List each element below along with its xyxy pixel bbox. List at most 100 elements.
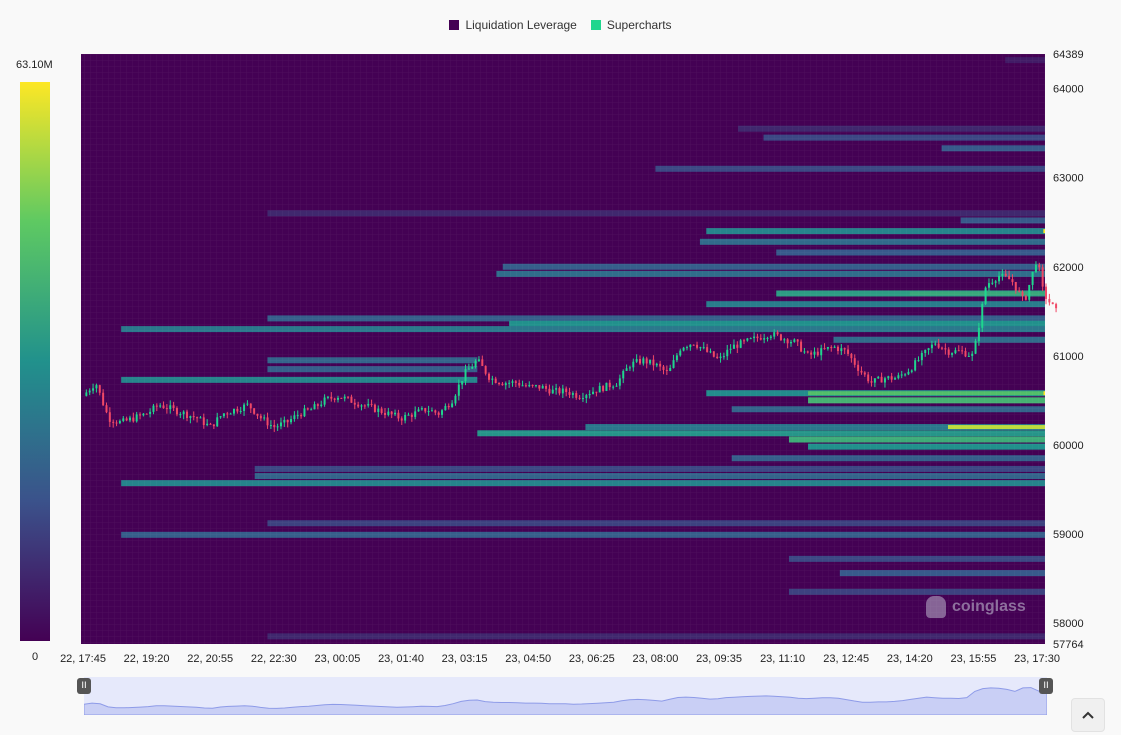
time-navigator[interactable] <box>84 677 1047 715</box>
candle-body <box>820 348 823 356</box>
candle-body <box>1055 304 1058 309</box>
candle-body <box>991 282 994 284</box>
candle-body <box>293 415 296 420</box>
candle-body <box>659 363 662 367</box>
candle-body <box>437 412 440 415</box>
candle-body <box>555 388 558 390</box>
candle-body <box>639 359 642 364</box>
candle-body <box>283 419 286 423</box>
candle-body <box>595 391 598 393</box>
x-tick-label: 23, 12:45 <box>823 653 869 665</box>
candle-body <box>394 412 397 415</box>
x-tick-label: 22, 20:55 <box>187 653 233 665</box>
x-axis: 22, 17:45 22, 19:20 22, 20:55 22, 22:30 23, … <box>60 653 1060 665</box>
candle-body <box>867 374 870 382</box>
watermark: coinglass <box>926 596 1026 618</box>
candle-body <box>954 350 957 354</box>
candle-body <box>585 395 588 399</box>
y-tick-label: 59000 <box>1053 529 1084 541</box>
candle-body <box>192 416 195 418</box>
candle-body <box>736 344 739 348</box>
candle-body <box>743 340 746 342</box>
candle-body <box>1038 264 1041 268</box>
candle-body <box>739 340 742 348</box>
candle-body <box>337 397 340 400</box>
candle-body <box>789 341 792 344</box>
candle-body <box>1004 273 1007 276</box>
candle-body <box>645 358 648 364</box>
candle-body <box>504 383 507 386</box>
candle-body <box>857 364 860 371</box>
candle-body <box>313 404 316 410</box>
candle-body <box>605 382 608 391</box>
candle-body <box>269 425 272 427</box>
candle-body <box>1051 302 1054 305</box>
legend-item-supercharts[interactable]: Supercharts <box>590 18 672 32</box>
candle-body <box>118 420 121 424</box>
candle-body <box>518 382 521 386</box>
chevron-up-icon <box>1082 711 1094 719</box>
y-tick-label: 64000 <box>1053 84 1084 96</box>
candle-body <box>263 417 266 419</box>
navigator-right-handle[interactable]: II <box>1039 678 1053 694</box>
x-tick-label: 23, 08:00 <box>632 653 678 665</box>
candle-body <box>726 349 729 357</box>
candle-body <box>625 368 628 371</box>
navigator-left-handle[interactable]: II <box>77 678 91 694</box>
candle-body <box>649 359 652 364</box>
candle-body <box>471 366 474 369</box>
candle-body <box>209 423 212 425</box>
candle-body <box>98 385 101 393</box>
candle-body <box>615 385 618 387</box>
candle-body <box>249 403 252 409</box>
candle-body <box>823 348 826 350</box>
candle-body <box>776 332 779 335</box>
candle-body <box>850 353 853 359</box>
candle-body <box>719 356 722 359</box>
coinglass-logo-icon <box>926 596 946 618</box>
candle-body <box>1048 298 1051 303</box>
candle-body <box>1021 291 1024 297</box>
candle-body <box>870 381 873 383</box>
x-tick-label: 23, 00:05 <box>314 653 360 665</box>
candle-body <box>179 414 182 416</box>
candle-body <box>112 421 115 423</box>
candle-body <box>967 355 970 357</box>
candle-body <box>961 350 964 352</box>
candle-body <box>833 346 836 348</box>
candle-body <box>367 403 370 406</box>
candle-body <box>383 412 386 415</box>
candle-body <box>172 405 175 409</box>
candle-body <box>843 348 846 350</box>
candle-body <box>592 391 595 395</box>
candle-body <box>145 413 148 415</box>
candle-body <box>246 403 249 405</box>
candle-body <box>347 396 350 398</box>
candle-body <box>655 363 658 366</box>
candle-body <box>914 360 917 371</box>
candle-body <box>578 397 581 399</box>
candle-body <box>561 388 564 394</box>
legend-item-liquidation-leverage[interactable]: Liquidation Leverage <box>449 18 577 32</box>
candle-body <box>897 375 900 379</box>
candle-body <box>222 413 225 417</box>
candle-body <box>430 410 433 412</box>
candle-body <box>1028 284 1031 300</box>
scroll-to-top-button[interactable] <box>1071 698 1105 732</box>
candle-body <box>498 382 501 384</box>
candle-body <box>910 370 913 372</box>
candle-body <box>259 415 262 419</box>
candle-body <box>917 360 920 362</box>
candle-body <box>279 422 282 427</box>
legend-label-supercharts: Supercharts <box>606 18 672 32</box>
candle-body <box>971 353 974 356</box>
candle-body <box>679 350 682 356</box>
candle-body <box>152 405 155 412</box>
candle-body <box>441 410 444 415</box>
candle-body <box>984 287 987 304</box>
candle-body <box>581 398 584 400</box>
candle-body <box>981 303 984 328</box>
candle-body <box>514 381 517 383</box>
candle-body <box>800 341 803 352</box>
candle-body <box>699 347 702 349</box>
